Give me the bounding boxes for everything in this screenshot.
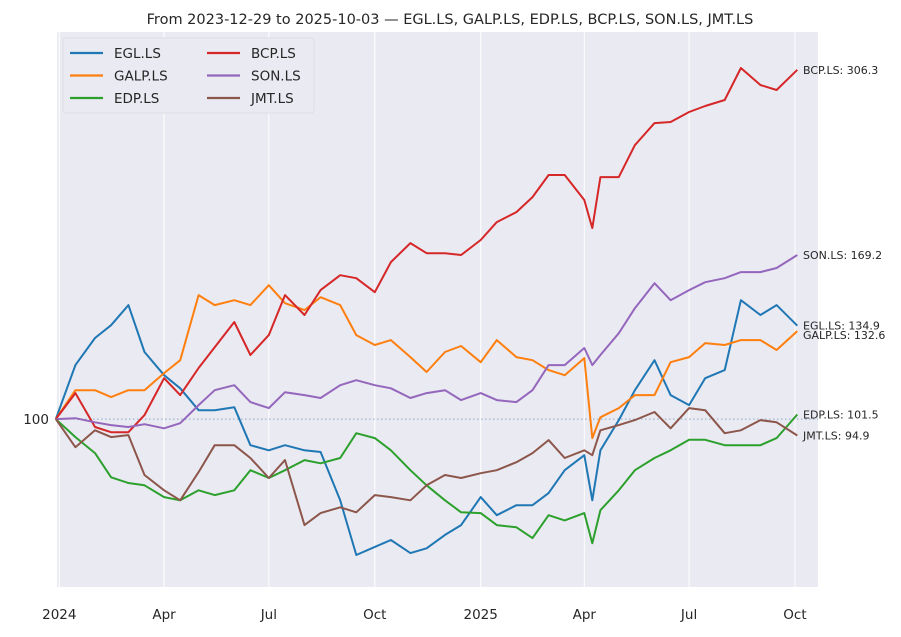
x-tick-label: Apr xyxy=(152,607,176,623)
end-label-bcp-ls: BCP.LS: 306.3 xyxy=(803,64,878,77)
series-line-edp-ls xyxy=(55,413,799,545)
end-label-son-ls: SON.LS: 169.2 xyxy=(803,249,882,262)
legend-item: EDP.LS xyxy=(70,91,159,107)
legend: EGL.LS GALP.LS EDP.LS BCP.LS SON.LS JMT.LS xyxy=(62,37,315,114)
legend-label: JMT.LS xyxy=(250,91,294,107)
end-label-egl-ls: EGL.LS: 134.9 xyxy=(803,320,880,333)
legend-item: SON.LS xyxy=(207,69,301,85)
x-axis: 2024 Apr Jul Oct 2025 Apr Jul Oct xyxy=(42,607,807,623)
legend-box xyxy=(62,37,315,114)
legend-label: EGL.LS xyxy=(114,46,161,62)
series-line-galp-ls xyxy=(54,284,798,440)
y-axis: 100 xyxy=(23,412,49,428)
legend-label: SON.LS xyxy=(251,69,301,85)
x-tick-label: 2024 xyxy=(42,607,76,623)
legend-label: GALP.LS xyxy=(114,69,168,85)
legend-label: BCP.LS xyxy=(251,46,296,62)
plot-area xyxy=(57,32,818,587)
legend-item: BCP.LS xyxy=(207,46,296,62)
x-tick-label: Jul xyxy=(260,607,277,623)
legend-label: EDP.LS xyxy=(114,91,159,107)
series-lines xyxy=(54,67,799,556)
end-label-jmt-ls: JMT.LS: 94.9 xyxy=(802,429,869,442)
series-line-bcp-ls xyxy=(55,67,798,434)
end-label-galp-ls: GALP.LS: 132.6 xyxy=(803,329,885,342)
series-line-son-ls xyxy=(55,254,798,430)
chart-title: From 2023-12-29 to 2025-10-03 — EGL.LS, … xyxy=(147,12,754,28)
legend-item: EGL.LS xyxy=(70,46,161,62)
series-line-jmt-ls xyxy=(54,407,798,527)
legend-item: JMT.LS xyxy=(207,91,294,107)
x-tick-label: Oct xyxy=(783,607,806,623)
x-tick-label: Jul xyxy=(680,607,697,623)
legend-item: GALP.LS xyxy=(70,69,168,85)
x-tick-label: 2025 xyxy=(463,607,497,623)
x-tick-label: Oct xyxy=(363,607,386,623)
x-tick-label: Apr xyxy=(573,607,597,623)
end-label-edp-ls: EDP.LS: 101.5 xyxy=(803,408,879,421)
y-tick-label: 100 xyxy=(23,412,49,428)
gridlines xyxy=(58,32,796,587)
